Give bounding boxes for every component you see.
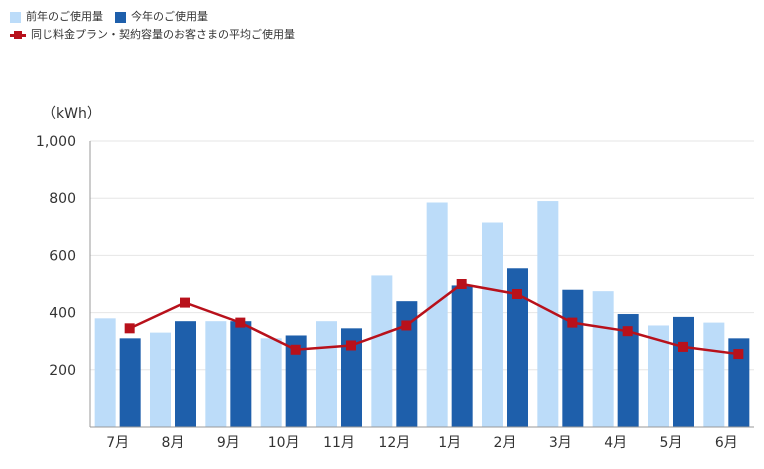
bar-this-year [341, 328, 362, 427]
x-tick-label: 3月 [549, 435, 572, 451]
y-tick-label: 400 [49, 306, 76, 322]
legend-item-this-year: 今年のご使用量 [115, 9, 208, 25]
bar-this-year [617, 314, 639, 427]
bar-prev-year [482, 222, 503, 427]
legend-swatch-prev-year [10, 11, 21, 23]
x-tick-label: 11月 [323, 435, 355, 451]
y-tick-label: 600 [49, 248, 76, 264]
bar-this-year [119, 338, 141, 427]
legend-label-average: 同じ料金プラン・契約容量のお客さまの平均ご使用量 [31, 28, 295, 41]
x-tick-label: 8月 [162, 435, 185, 451]
legend-row-bars: 前年のご使用量 今年のご使用量 [10, 8, 307, 26]
y-tick-label: 800 [49, 191, 76, 207]
x-tick-label: 5月 [660, 435, 683, 451]
bar-prev-year [94, 318, 116, 427]
average-marker [456, 279, 467, 289]
bar-this-year [728, 338, 750, 427]
average-marker [346, 340, 356, 351]
legend-item-prev-year: 前年のご使用量 [10, 9, 103, 25]
x-tick-label: 4月 [604, 435, 627, 451]
bar-prev-year [592, 291, 614, 427]
chart-legend: 前年のご使用量 今年のご使用量 同じ料金プラン・契約容量のお客さまの平均ご使用量 [10, 8, 307, 44]
tick-labels: 200 400 600 800 1,000 7月 8月 9月 10月 11月 12月 1月 2月 3月 4月… [36, 134, 738, 451]
legend-row-line: 同じ料金プラン・契約容量のお客さまの平均ご使用量 [10, 26, 307, 44]
bar-prev-year [703, 322, 725, 427]
x-tick-label: 9月 [217, 435, 240, 451]
bar-prev-year [150, 332, 171, 427]
bar-this-year [507, 268, 528, 427]
x-tick-label: 7月 [106, 435, 129, 451]
average-marker [180, 297, 190, 308]
axes [89, 141, 754, 428]
average-marker [622, 326, 633, 337]
bar-this-year [451, 285, 473, 427]
bar-this-year [175, 321, 196, 427]
y-axis-unit-label: （kWh） [42, 106, 101, 122]
legend-swatch-average [10, 30, 26, 41]
average-line-path [129, 282, 739, 356]
bar-this-year [673, 316, 694, 427]
bar-this-year [285, 335, 307, 427]
x-tick-label: 2月 [494, 435, 517, 451]
bar-prev-year [426, 202, 448, 427]
bar-this-year [230, 321, 252, 427]
bar-prev-year [316, 321, 337, 427]
bar-prev-year [648, 325, 669, 427]
average-marker [733, 349, 744, 360]
average-marker [512, 289, 522, 300]
legend-label-prev-year: 前年のご使用量 [26, 10, 103, 23]
x-tick-label: 12月 [378, 435, 410, 451]
legend-label-this-year: 今年のご使用量 [131, 10, 208, 23]
x-tick-label: 1月 [438, 435, 461, 451]
bar-prev-year [537, 201, 559, 427]
bar-prev-year [260, 338, 282, 427]
bar-this-year [396, 301, 418, 427]
x-tick-label: 10月 [268, 435, 300, 451]
bar-this-year [562, 289, 584, 427]
y-tick-label: 1,000 [36, 134, 76, 150]
legend-item-average: 同じ料金プラン・契約容量のお客さまの平均ご使用量 [10, 27, 295, 43]
average-marker [124, 323, 135, 334]
bar-prev-year [205, 321, 227, 427]
legend-swatch-this-year [115, 11, 126, 23]
bar-prev-year [371, 275, 393, 427]
y-tick-label: 200 [49, 363, 76, 379]
x-tick-label: 6月 [715, 435, 738, 451]
average-marker [401, 320, 412, 331]
average-marker [567, 317, 578, 328]
average-marker [235, 317, 246, 328]
average-marker [678, 341, 688, 352]
average-marker [290, 344, 301, 355]
average-line [124, 279, 744, 360]
